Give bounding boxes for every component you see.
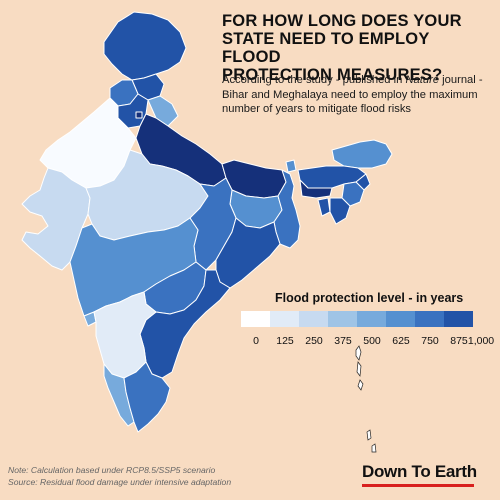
state-jammu-kashmir — [103, 11, 187, 81]
legend-tick-label: 750 — [421, 335, 439, 347]
state-west-bengal — [273, 169, 301, 249]
legend-tick-label: 0 — [253, 335, 259, 347]
state-karnataka — [93, 291, 157, 379]
legend-tick-label: 125 — [276, 335, 294, 347]
title-line-2: STATE NEED TO EMPLOY FLOOD — [222, 30, 430, 66]
state-delhi — [135, 111, 143, 119]
legend-tick-label: 500 — [363, 335, 381, 347]
title-line-1: FOR HOW LONG DOES YOUR — [222, 12, 462, 30]
subtitle-part-1: According to the study - published in — [222, 74, 406, 86]
legend-swatch — [357, 311, 386, 327]
legend-tick-labels: 0 125 250 375 500 625 750 875 1,000 — [241, 335, 500, 349]
state-arunachal — [331, 139, 393, 169]
legend-tick-label: 875 — [450, 335, 468, 347]
legend-tick-label: 375 — [334, 335, 352, 347]
state-meghalaya — [299, 179, 333, 199]
andaman-nicobar-islands — [355, 345, 377, 453]
legend-swatch — [386, 311, 415, 327]
state-sikkim — [285, 159, 297, 173]
legend-color-bar — [241, 311, 473, 327]
legend-swatch — [444, 311, 473, 327]
subtitle-journal: Nature — [405, 74, 440, 86]
brand-logo: Down To Earth — [362, 462, 477, 481]
subtitle: According to the study - published in Na… — [222, 73, 494, 117]
state-odisha — [215, 217, 281, 289]
legend-tick-label: 250 — [305, 335, 323, 347]
brand-underline — [362, 484, 474, 487]
legend-swatch — [299, 311, 328, 327]
subtitle-part-2: journal - Bihar and Meghalaya need to em… — [222, 74, 483, 115]
state-mizoram — [329, 197, 351, 225]
state-kerala — [103, 363, 135, 427]
legend-tick-label: 1,000 — [467, 335, 495, 347]
legend-title: Flood protection level - in years — [275, 291, 464, 305]
source-text: Source: Residual flood damage under inte… — [8, 477, 232, 487]
legend-swatch — [328, 311, 357, 327]
state-tamil-nadu — [123, 361, 171, 433]
note-text: Note: Calculation based under RCP8.5/SSP… — [8, 465, 216, 475]
state-tripura — [317, 197, 331, 217]
legend-swatch — [241, 311, 270, 327]
legend-tick-label: 625 — [392, 335, 410, 347]
page-title: FOR HOW LONG DOES YOUR STATE NEED TO EMP… — [222, 12, 490, 84]
legend-swatch — [415, 311, 444, 327]
legend-swatch — [270, 311, 299, 327]
title-line-3: PROTECTION MEASURES? — [222, 66, 443, 84]
